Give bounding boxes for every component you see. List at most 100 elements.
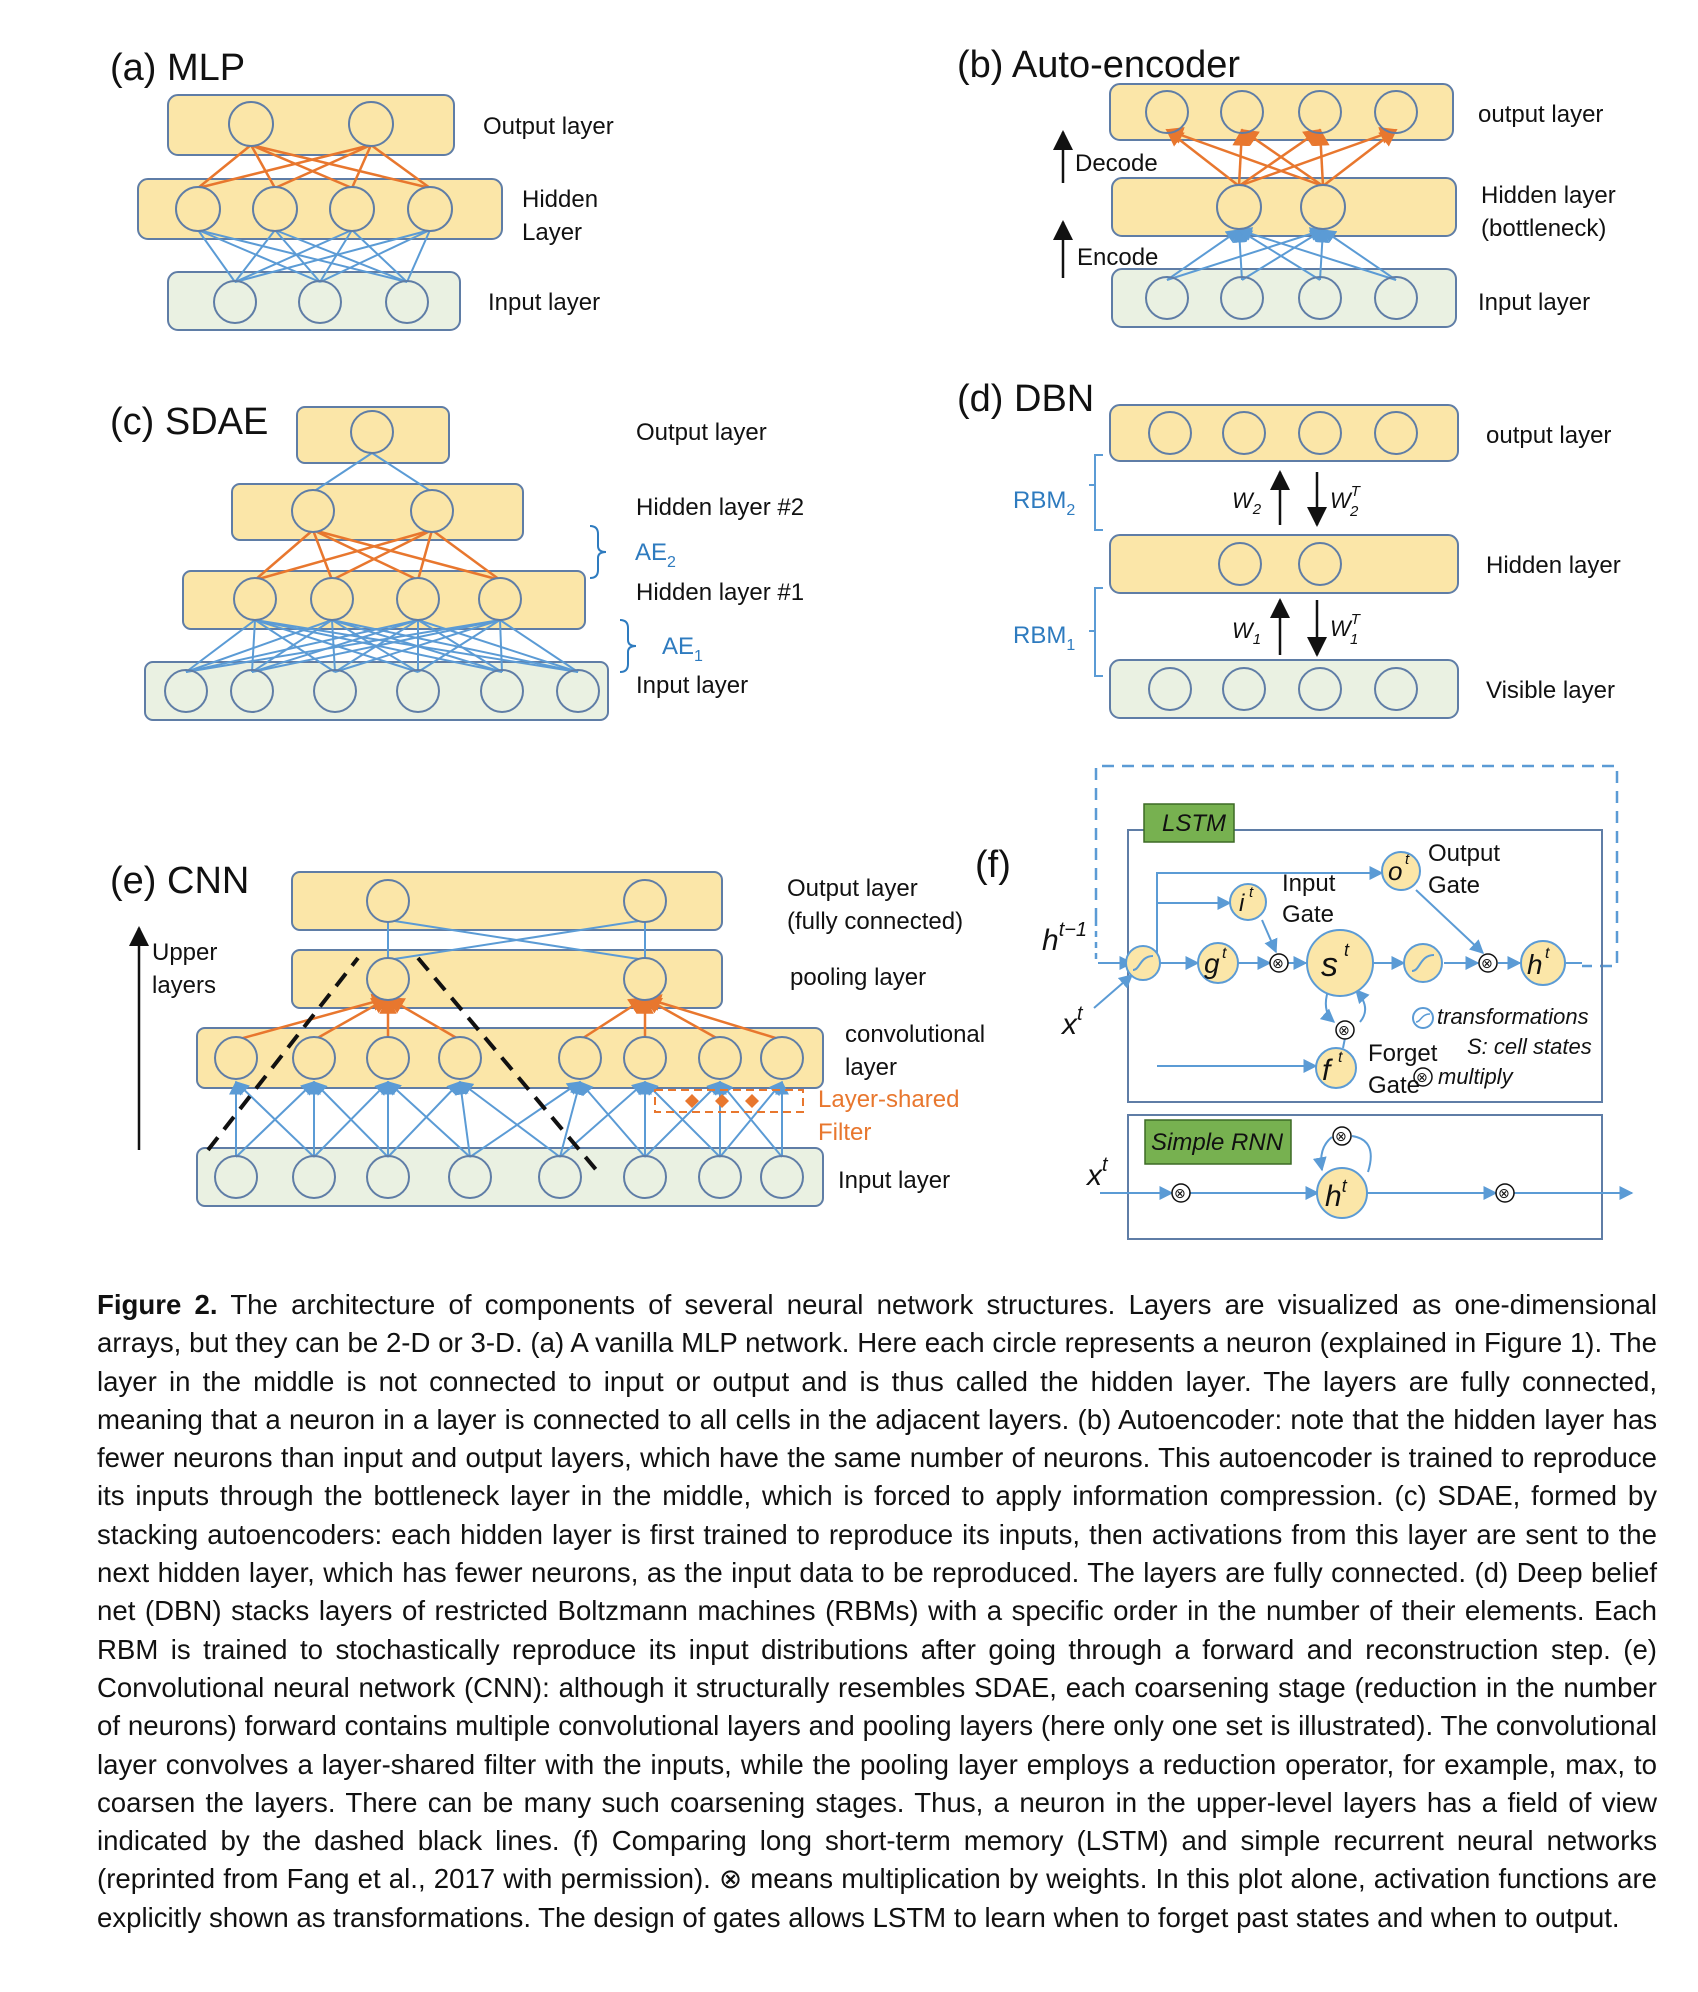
lstm-connectors xyxy=(1093,866,1582,1073)
output-multiply-icon xyxy=(1478,953,1498,973)
ae-hidden-label-2: (bottleneck) xyxy=(1481,215,1606,242)
ae-edges xyxy=(1165,127,1398,281)
rbm1-label: RBM1 xyxy=(1013,622,1075,654)
output-gate-label-1: Output xyxy=(1428,840,1500,867)
o-node xyxy=(1381,851,1421,891)
cnn-conv-label-2: layer xyxy=(845,1054,897,1081)
cnn-conv-edges xyxy=(229,1080,789,1158)
panel-f-lstm-rnn: (f) LSTM xyxy=(975,764,1634,1240)
svg-text:⊗: ⊗ xyxy=(1272,955,1284,971)
mlp-input-label: Input layer xyxy=(488,289,600,316)
dbn-hidden-label: Hidden layer xyxy=(1486,552,1621,579)
rbm2-bracket xyxy=(1089,454,1103,531)
sdae-input-layer xyxy=(144,661,609,721)
panel-d-dbn: (d) DBN RBM2 RBM1 W2 WT 2 W1 WT 1 output l… xyxy=(957,378,1621,719)
h-prev-label: ht−1 xyxy=(1042,919,1087,957)
cnn-filter-label-1: Layer-shared xyxy=(818,1086,959,1113)
conv-edge xyxy=(454,1080,471,1158)
h-node xyxy=(1520,940,1566,986)
panel-a-mlp: (a) MLP Output layer Hidden Layer Input … xyxy=(110,47,614,331)
dbn-output-layer xyxy=(1109,404,1459,462)
panel-f-title: (f) xyxy=(975,844,1011,886)
g-sup: t xyxy=(1222,945,1227,962)
mlp-hidden-label-1: Hidden xyxy=(522,186,598,213)
lstm-tag xyxy=(1143,803,1235,843)
panel-e-title: (e) CNN xyxy=(110,860,249,902)
cnn-filter-label-2: Filter xyxy=(818,1119,871,1146)
w2t-label: WT 2 xyxy=(1330,483,1362,520)
h-label: h xyxy=(1527,949,1543,980)
f-label: f xyxy=(1322,1054,1333,1087)
svg-text:⊗: ⊗ xyxy=(1498,1185,1510,1201)
sdae-ae2-label: AE2 xyxy=(635,539,676,571)
s-sup: t xyxy=(1344,940,1350,960)
mlp-hidden-layer xyxy=(137,178,503,240)
svg-text:⊗: ⊗ xyxy=(1335,1128,1347,1144)
ae-hidden-label-1: Hidden layer xyxy=(1481,182,1616,209)
caption-text: The architecture of components of severa… xyxy=(97,1289,1657,1933)
rnn-multiply-glyphs: ⊗ ⊗ ⊗ xyxy=(1174,1128,1510,1201)
dbn-output-label: output layer xyxy=(1486,422,1611,449)
cnn-conv-label-1: convolutional xyxy=(845,1021,985,1048)
legend-transformations: transformations xyxy=(1437,1004,1589,1029)
g-node xyxy=(1197,942,1239,984)
i-sup: t xyxy=(1249,884,1254,901)
figure-2-diagram: (a) MLP Output layer Hidden Layer Input … xyxy=(110,44,1634,1240)
legend-cell-states: S: cell states xyxy=(1467,1034,1592,1059)
svg-text:⊗: ⊗ xyxy=(1338,1022,1350,1038)
sdae-output-label: Output layer xyxy=(636,419,767,446)
mlp-neurons xyxy=(175,101,453,324)
conv-edge xyxy=(234,1081,315,1158)
output-gate-label-2: Gate xyxy=(1428,872,1480,899)
conv-edge xyxy=(719,1080,783,1158)
dbn-hidden-layer xyxy=(1109,534,1459,594)
o-sup: t xyxy=(1405,851,1410,868)
svg-text:⊗: ⊗ xyxy=(1416,1069,1428,1085)
input-multiply-icon xyxy=(1269,953,1289,973)
cnn-neurons xyxy=(214,879,804,1199)
dbn-visible-layer xyxy=(1109,659,1459,719)
ae-input-layer xyxy=(1111,268,1457,328)
cnn-input-label: Input layer xyxy=(838,1167,950,1194)
caption-label: Figure 2. xyxy=(97,1289,218,1320)
cnn-input-layer xyxy=(196,1147,824,1207)
cell-transform-icon xyxy=(1403,943,1443,983)
conv-edge xyxy=(387,1080,461,1158)
ae-encode-label: Encode xyxy=(1077,244,1158,271)
s-node xyxy=(1306,929,1374,997)
mlp-output-label: Output layer xyxy=(483,113,614,140)
mlp-input-layer xyxy=(167,271,461,331)
input-transform-icon xyxy=(1125,945,1161,981)
rnn-tag-label: Simple RNN xyxy=(1151,1129,1284,1156)
sdae-hidden2-layer xyxy=(231,483,524,541)
lstm-tag-label: LSTM xyxy=(1162,810,1226,837)
panel-e-cnn: (e) CNN Upper layers Output layer (fully… xyxy=(110,860,985,1207)
input-gate-label-2: Gate xyxy=(1282,901,1334,928)
conv-edge xyxy=(458,1081,561,1158)
cnn-pooling-label: pooling layer xyxy=(790,964,926,991)
legend-multiply-circle xyxy=(1413,1067,1433,1087)
conv-edge xyxy=(644,1081,721,1158)
i-node xyxy=(1229,883,1267,921)
cnn-output-label-2: (fully connected) xyxy=(787,908,963,935)
svg-text:⊗: ⊗ xyxy=(1174,1185,1186,1201)
w1-label: W1 xyxy=(1232,618,1261,648)
g-label: g xyxy=(1204,948,1220,979)
h-sup: t xyxy=(1545,945,1550,962)
ae-hidden-layer xyxy=(1111,177,1457,237)
field-of-view-right xyxy=(416,956,600,1174)
panel-c-sdae: (c) SDAE AE2 AE1 Output layer Hidden lay… xyxy=(110,401,804,721)
rnn-nodes xyxy=(1171,1126,1515,1219)
panel-a-title: (a) MLP xyxy=(110,47,245,89)
panel-d-title: (d) DBN xyxy=(957,378,1094,420)
sdae-ae1-label: AE1 xyxy=(662,633,703,665)
x-label-lstm: xt xyxy=(1060,1003,1084,1041)
ae-output-label: output layer xyxy=(1478,101,1603,128)
i-label: i xyxy=(1239,890,1245,917)
forget-multiply-icon xyxy=(1335,1020,1355,1040)
ae-input-label: Input layer xyxy=(1478,289,1590,316)
mlp-edges xyxy=(197,143,431,283)
svg-text:⊗: ⊗ xyxy=(1481,955,1493,971)
conv-edge xyxy=(559,1081,647,1158)
sdae-input-label: Input layer xyxy=(636,672,748,699)
